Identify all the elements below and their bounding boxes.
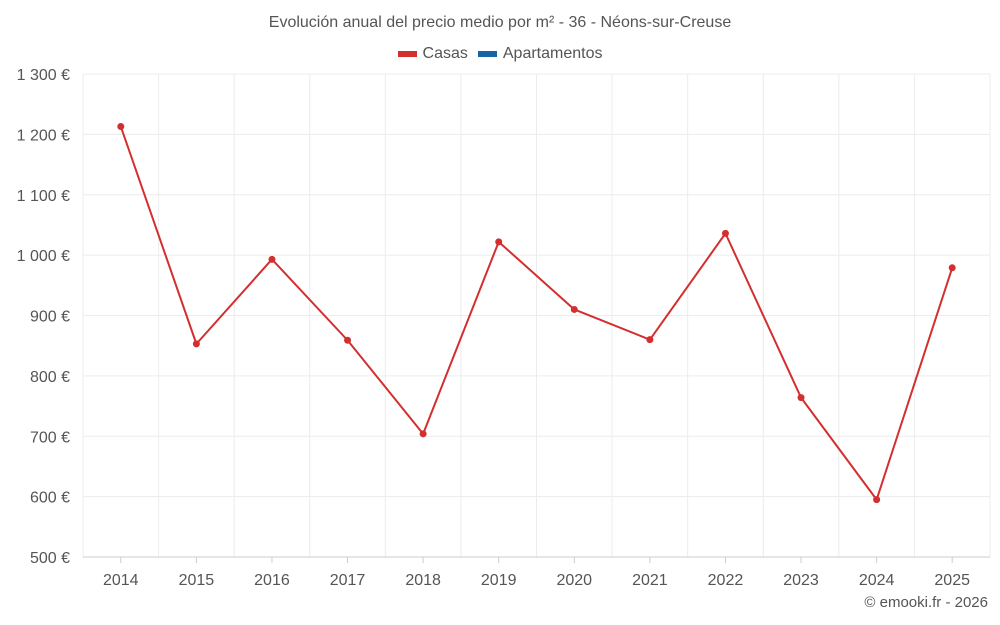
x-tick-label: 2018 (405, 572, 441, 589)
legend-label-casas: Casas (422, 45, 468, 62)
y-tick-label: 1 000 € (17, 248, 70, 265)
x-tick-label: 2024 (859, 572, 895, 589)
chart-legend: Casas Apartamentos (0, 45, 1000, 63)
y-tick-label: 600 € (30, 490, 70, 507)
y-tick-label: 700 € (30, 429, 70, 446)
y-tick-label: 900 € (30, 309, 70, 326)
x-tick-label: 2015 (179, 572, 215, 589)
x-tick-label: 2023 (783, 572, 819, 589)
data-point (948, 264, 956, 272)
x-tick-label: 2022 (708, 572, 744, 589)
data-point (797, 394, 805, 402)
series-line-casas (119, 126, 954, 501)
legend-label-apartamentos: Apartamentos (502, 45, 603, 62)
data-point (192, 340, 200, 348)
data-point (721, 229, 729, 237)
data-point (344, 336, 352, 344)
data-point (570, 305, 578, 313)
y-tick-label: 500 € (30, 550, 70, 567)
legend-swatch-casas (397, 51, 417, 57)
x-tick-label: 2021 (632, 572, 668, 589)
credit-text: © emooki.fr - 2026 (864, 594, 988, 611)
data-point (646, 336, 654, 344)
x-tick-label: 2016 (254, 572, 290, 589)
y-tick-label: 1 100 € (17, 188, 70, 205)
data-point (268, 255, 276, 263)
x-tick-label: 2019 (481, 572, 517, 589)
x-tick-label: 2025 (934, 572, 970, 589)
x-tick-label: 2014 (103, 572, 139, 589)
data-point (873, 496, 881, 504)
data-point (419, 430, 427, 438)
y-tick-label: 1 300 € (17, 67, 70, 84)
chart-title: Evolución anual del precio medio por m² … (268, 14, 732, 31)
y-tick-label: 800 € (30, 369, 70, 386)
data-point (117, 123, 125, 131)
x-tick-label: 2017 (330, 572, 366, 589)
legend-swatch-apartamentos (477, 51, 497, 57)
data-point (495, 238, 503, 246)
y-tick-label: 1 200 € (17, 127, 70, 144)
legend-item-casas[interactable]: Casas (397, 45, 468, 63)
x-tick-label: 2020 (556, 572, 592, 589)
legend-item-apartamentos[interactable]: Apartamentos (477, 45, 603, 63)
